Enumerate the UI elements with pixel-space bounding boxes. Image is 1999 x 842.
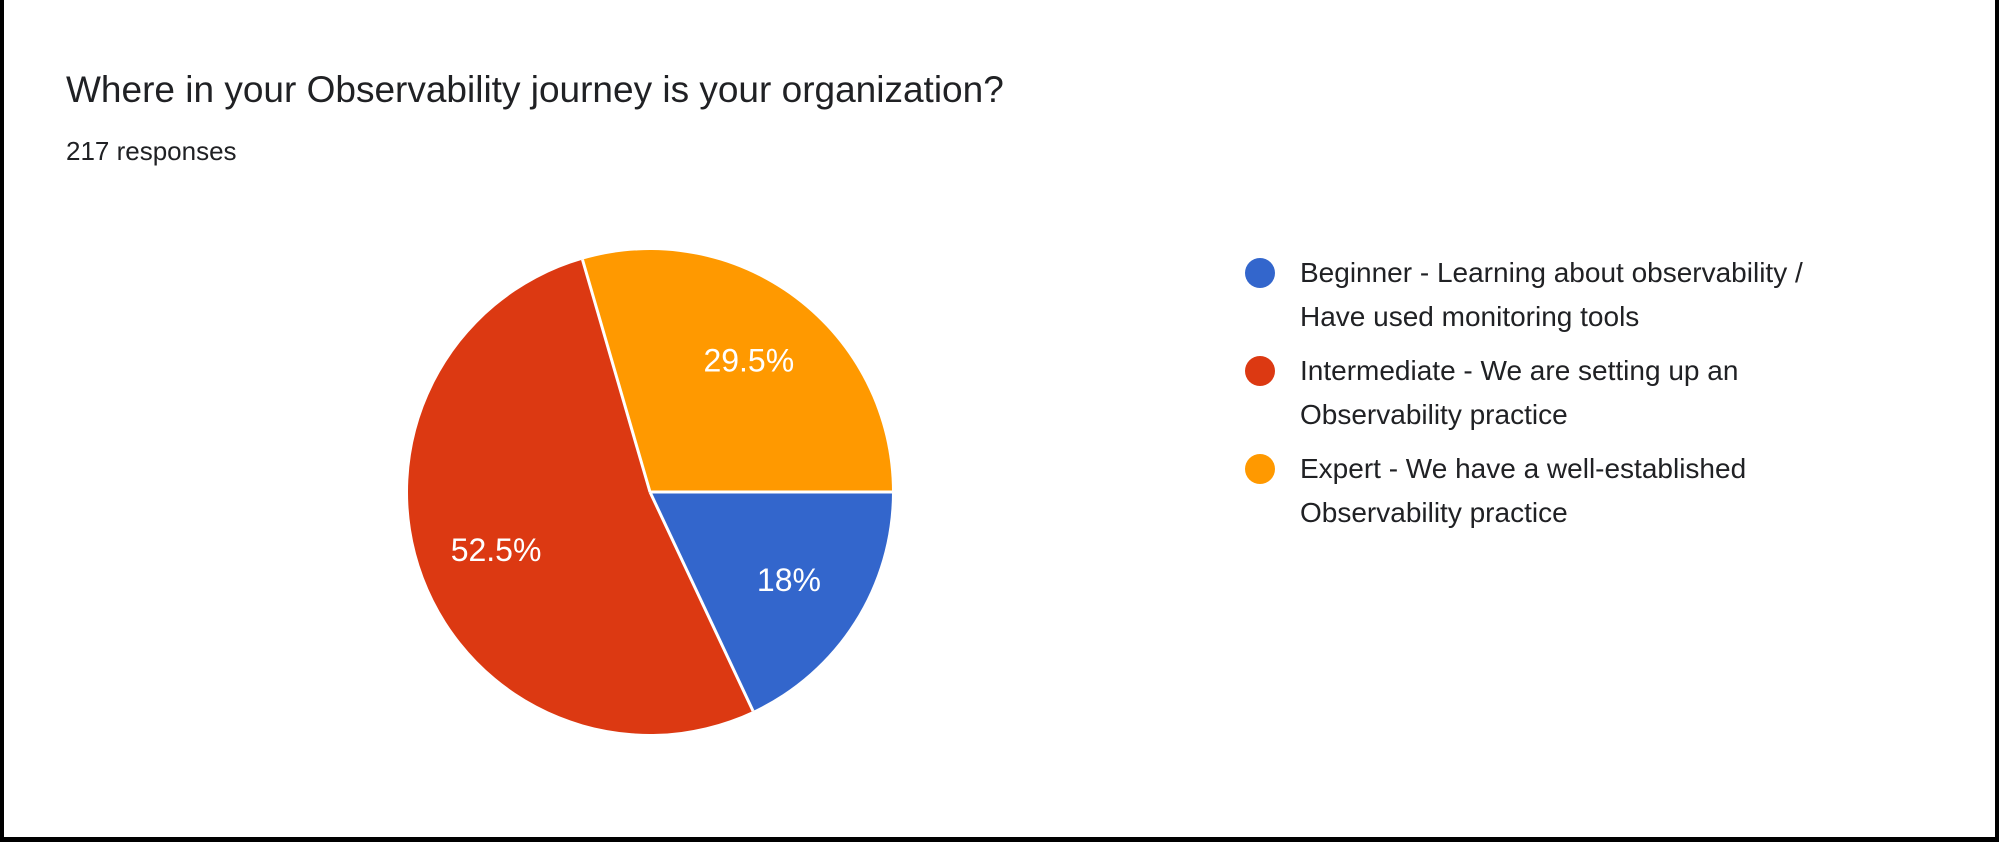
- screenshot-edge-bottom: [0, 837, 1999, 842]
- pie-slice-3[interactable]: [582, 250, 892, 492]
- pie-slice-separator: [581, 259, 652, 493]
- legend: Beginner - Learning about observability …: [1245, 251, 1905, 545]
- legend-swatch-icon: [1245, 356, 1275, 386]
- legend-label-line: Have used monitoring tools: [1300, 301, 1640, 332]
- legend-swatch-icon: [1245, 454, 1275, 484]
- legend-item-2: Intermediate - We are setting up an Obser…: [1245, 349, 1905, 437]
- legend-label-line: Beginner - Learning about observability …: [1300, 257, 1803, 288]
- legend-item-1: Beginner - Learning about observability …: [1245, 251, 1905, 339]
- legend-label: Expert - We have a well-established Obser…: [1300, 447, 1746, 535]
- pie-chart[interactable]: 18% 52.5% 29.5%: [380, 200, 925, 785]
- legend-label-line: Intermediate - We are setting up an: [1300, 355, 1739, 386]
- legend-item-3: Expert - We have a well-established Obser…: [1245, 447, 1905, 535]
- screenshot-edge-left: [0, 0, 4, 842]
- response-count: 217 responses: [66, 136, 237, 166]
- pie-slice-1[interactable]: [650, 492, 892, 711]
- legend-label-line: Expert - We have a well-established: [1300, 453, 1747, 484]
- pie-slice-separator: [648, 491, 755, 712]
- pie-slice-label-2: 52.5%: [451, 532, 542, 568]
- screenshot-edge-right: [1995, 0, 1999, 842]
- legend-label-line: Observability practice: [1300, 497, 1568, 528]
- legend-swatch-icon: [1245, 258, 1275, 288]
- pie-slice-label-3: 29.5%: [703, 342, 794, 378]
- pie-slice-2[interactable]: [407, 259, 754, 734]
- pie-slice-label-1: 18%: [757, 562, 821, 598]
- legend-label: Intermediate - We are setting up an Obser…: [1300, 349, 1738, 437]
- question-title: Where in your Observability journey is y…: [66, 69, 1004, 110]
- legend-label: Beginner - Learning about observability …: [1300, 251, 1803, 339]
- legend-label-line: Observability practice: [1300, 399, 1568, 430]
